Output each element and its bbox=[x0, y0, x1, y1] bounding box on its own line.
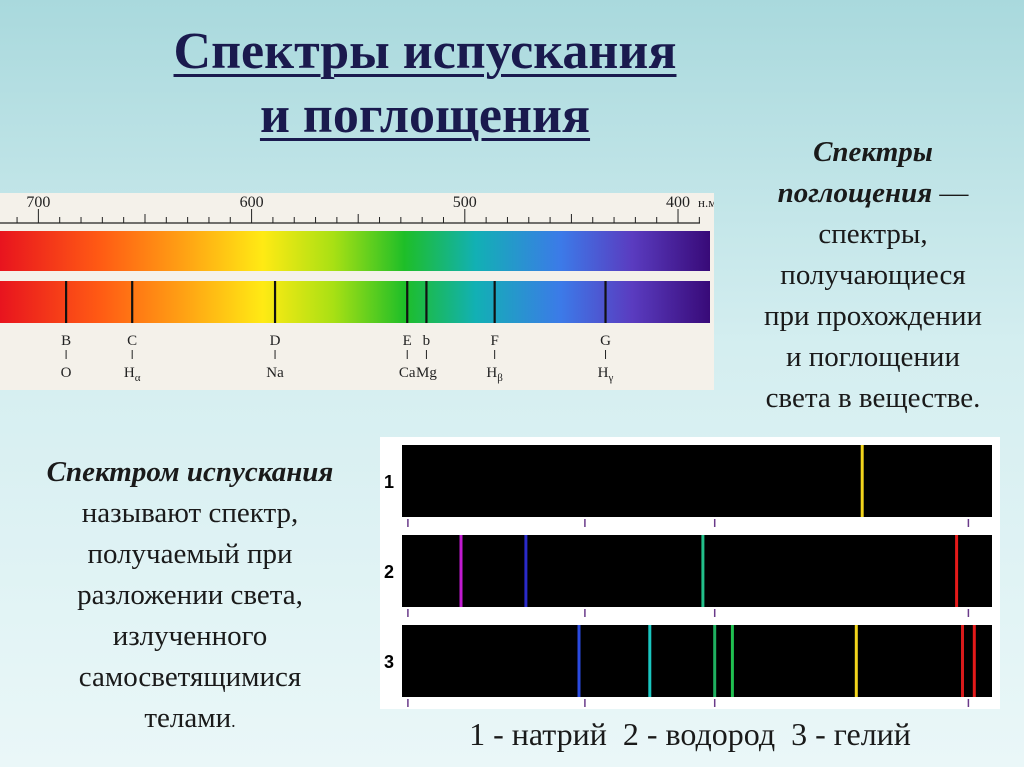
absorption-spectrum-band bbox=[0, 281, 710, 323]
emission-definition-line: излученного bbox=[112, 620, 268, 652]
fraunhofer-letter: F bbox=[490, 333, 498, 349]
element-symbol: Hα bbox=[124, 365, 141, 384]
emission-definition-line: получаемый при bbox=[87, 538, 293, 570]
title-line-1: Спектры испускания bbox=[173, 23, 677, 80]
scale-unit: н.м bbox=[698, 195, 714, 210]
absorption-definition-line: и поглощении bbox=[786, 341, 960, 373]
fraunhofer-letter: E bbox=[403, 333, 412, 349]
emission-definition-line: разложении света, bbox=[77, 579, 303, 611]
scale-label: 600 bbox=[240, 194, 264, 211]
emission-legend: 1 - натрий 2 - водород 3 - гелий bbox=[469, 716, 911, 752]
emission-spectrum-strip bbox=[402, 445, 992, 517]
element-symbol: Ca bbox=[399, 365, 416, 381]
fraunhofer-letter: b bbox=[423, 333, 431, 349]
emission-spectrum-strip bbox=[402, 625, 992, 697]
absorption-definition: Спектры поглощения — спектры, получающие… bbox=[728, 132, 1018, 419]
element-symbol: Na bbox=[266, 365, 284, 381]
emission-spectra-figure: 1 2 3 bbox=[384, 445, 992, 707]
element-symbol: Hγ bbox=[598, 365, 614, 384]
fraunhofer-letter: C bbox=[127, 333, 137, 349]
emission-definition: Спектром испускания называют спектр, пол… bbox=[0, 452, 380, 742]
emission-spectrum-strip bbox=[402, 535, 992, 607]
absorption-term: Спектры поглощения — bbox=[777, 136, 969, 209]
scale-label: 500 bbox=[453, 194, 477, 211]
continuous-spectrum-band bbox=[0, 231, 710, 271]
element-symbol: Hβ bbox=[486, 365, 503, 384]
solar-spectrum-figure: 700 600 500 400 н.м BO C Hα D Na E Cab Mg F Hβ G Hγ bbox=[0, 194, 716, 384]
fraunhofer-letter: B bbox=[61, 333, 71, 349]
emission-spectra-panel: 1 2 3 bbox=[380, 437, 1000, 709]
scale-label: 700 bbox=[26, 194, 50, 211]
element-symbol: O bbox=[61, 365, 72, 381]
title-line-2: и поглощения bbox=[259, 87, 591, 144]
emission-definition-line: телами. bbox=[144, 702, 236, 734]
emission-definition-line: называют спектр, bbox=[81, 497, 299, 529]
solar-spectrum-panel: 700 600 500 400 н.м B O C Hα D Na E Ca b Mg F Hβ G Hγ bbox=[0, 193, 716, 390]
absorption-definition-line: света в веществе. bbox=[765, 382, 981, 414]
emission-term: Спектром испускания bbox=[46, 456, 334, 488]
absorption-definition-line: получающиеся bbox=[780, 259, 966, 291]
spectrum-number: 3 bbox=[384, 652, 394, 672]
absorption-definition-line: при прохождении bbox=[764, 300, 982, 332]
spectrum-number: 1 bbox=[384, 472, 394, 492]
page-title: Спектры испускания и поглощения bbox=[0, 20, 850, 148]
element-symbol: Mg bbox=[416, 365, 437, 381]
spectrum-number: 2 bbox=[384, 562, 394, 582]
fraunhofer-letter: D bbox=[270, 333, 281, 349]
absorption-definition-line: спектры, bbox=[818, 218, 928, 250]
scale-label: 400 bbox=[666, 194, 690, 211]
emission-definition-line: самосветящимися bbox=[78, 661, 302, 693]
fraunhofer-letter: G bbox=[600, 333, 611, 349]
